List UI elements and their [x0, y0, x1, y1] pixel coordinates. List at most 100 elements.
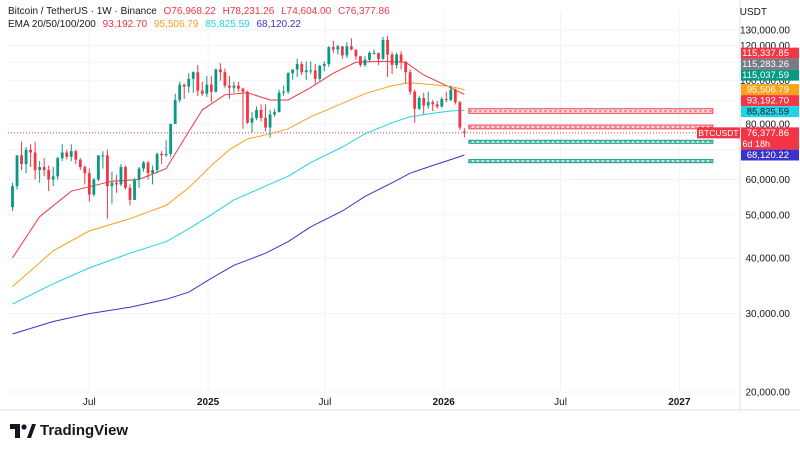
candle — [182, 83, 186, 99]
y-tick-label: 80,000.00 — [746, 119, 791, 130]
candle — [277, 89, 281, 113]
price-label-countdown: 6d 18h — [742, 139, 770, 149]
candle — [449, 85, 453, 102]
candle — [51, 167, 55, 187]
candle — [286, 72, 290, 94]
candle — [318, 64, 322, 81]
candle-body — [218, 69, 222, 73]
candle-body — [228, 85, 231, 88]
candle — [128, 184, 132, 206]
candle — [431, 100, 435, 112]
candle-body — [431, 102, 435, 105]
candle — [228, 75, 231, 99]
candle — [395, 52, 398, 69]
candle-body — [462, 131, 466, 133]
candle — [426, 91, 430, 109]
candle — [399, 51, 403, 70]
candle-body — [377, 52, 380, 59]
candle-body — [444, 98, 448, 101]
candle-body — [151, 170, 154, 174]
ema20-value: 93,192.70 — [102, 19, 148, 30]
candle-body — [205, 84, 209, 94]
candle-body — [96, 155, 100, 180]
candle-body — [169, 123, 173, 154]
candle-body — [51, 176, 55, 180]
candle-body — [65, 152, 69, 157]
price-label-box — [741, 58, 799, 70]
candle — [151, 165, 154, 185]
candle — [42, 158, 46, 177]
candle-body — [178, 84, 182, 101]
candle — [241, 87, 245, 129]
candle — [142, 161, 145, 172]
candle-body — [47, 170, 51, 180]
candle — [60, 144, 64, 162]
candle-body — [413, 91, 417, 109]
candle — [295, 58, 299, 77]
candle — [29, 144, 32, 168]
candle-body — [142, 162, 145, 169]
candle-body — [322, 64, 326, 66]
candle — [106, 149, 109, 219]
candle — [273, 108, 276, 117]
price-label-text: 115,283.26 — [742, 59, 789, 70]
ema-line-ema50 — [12, 82, 465, 287]
candle-body — [133, 179, 136, 200]
candle — [359, 56, 362, 67]
candle-body — [295, 64, 299, 70]
candle-body — [38, 167, 42, 171]
candle-body — [83, 167, 87, 174]
candle-body — [291, 69, 295, 74]
candle-body — [29, 149, 32, 153]
candle-body — [60, 152, 64, 159]
candle — [282, 85, 286, 96]
candle — [69, 144, 73, 162]
price-label-box — [741, 84, 799, 96]
candle — [422, 92, 426, 115]
candle — [264, 104, 267, 132]
candle-body — [318, 65, 322, 79]
candle — [246, 90, 249, 124]
candle — [458, 101, 462, 131]
candle-body — [15, 155, 19, 187]
candle — [462, 128, 466, 138]
candle — [38, 161, 42, 183]
candle-body — [426, 102, 430, 106]
candle-body — [232, 85, 236, 88]
candle — [413, 89, 417, 123]
symbol-tag-text: BTCUSDT — [698, 128, 738, 138]
candle-body — [359, 56, 362, 65]
candle — [386, 36, 389, 77]
candle-body — [246, 91, 249, 123]
candle-body — [187, 78, 191, 87]
price-label-text: 76,377.86 — [747, 128, 789, 139]
candle — [83, 165, 87, 185]
y-tick-label: 120,000.00 — [740, 41, 790, 52]
candle-body — [160, 153, 164, 156]
candle-body — [313, 70, 317, 79]
candle — [47, 165, 51, 192]
price-label-box — [741, 149, 799, 161]
candle-body — [304, 70, 308, 73]
candle — [223, 68, 227, 88]
candle-body — [173, 100, 177, 124]
ema50-value: 95,506.79 — [153, 19, 199, 30]
candle — [87, 168, 91, 202]
candle — [444, 91, 448, 103]
x-tick-label: 2027 — [668, 397, 691, 408]
candle-body — [264, 117, 267, 128]
candle-body — [404, 61, 408, 73]
candle — [309, 61, 313, 75]
ohlc-close: C76,377.86 — [337, 6, 390, 17]
candle-body — [386, 39, 389, 55]
candle-body — [381, 39, 385, 59]
candle-body — [137, 168, 141, 180]
candle-body — [200, 90, 204, 94]
candle — [15, 155, 19, 190]
candle-body — [250, 117, 254, 123]
candle — [408, 69, 412, 95]
symbol-tag-box — [697, 127, 740, 139]
candle — [92, 177, 96, 197]
price-label-text: 93,192.70 — [747, 96, 789, 107]
